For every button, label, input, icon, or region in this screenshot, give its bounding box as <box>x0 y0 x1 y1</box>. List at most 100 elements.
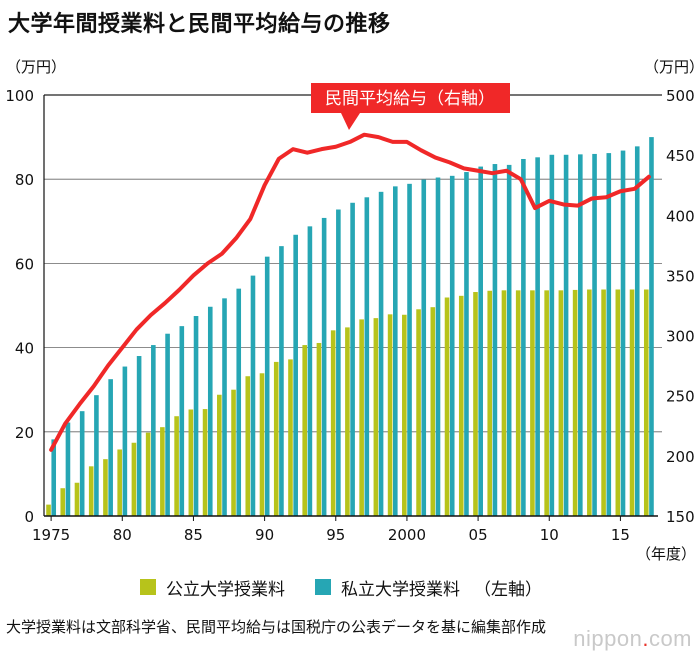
left-tick-label: 40 <box>15 340 34 358</box>
bar-public <box>231 389 236 516</box>
bar-public <box>188 409 194 516</box>
source-note: 大学授業料は文部科学省、民間平均給与は国税庁の公表データを基に編集部作成 <box>6 618 547 636</box>
bar-public <box>530 290 535 516</box>
bar-public <box>558 290 564 516</box>
legend-swatch-private <box>315 579 331 595</box>
bar-private <box>307 226 313 516</box>
left-axis-unit: （万円） <box>6 58 66 76</box>
bar-public <box>629 289 635 516</box>
x-axis-unit: （年度） <box>636 545 696 563</box>
right-tick-label: 400 <box>666 207 695 225</box>
legend-label-private: 私立大学授業料 <box>341 579 460 600</box>
bar-private <box>321 217 327 516</box>
bar-public <box>387 314 393 516</box>
legend: 公立大学授業料 私立大学授業料 （左軸） <box>140 575 572 600</box>
bar-public <box>174 416 179 516</box>
bar-public <box>245 376 251 516</box>
left-tick-label: 100 <box>5 87 34 105</box>
x-tick-label: 85 <box>184 526 203 544</box>
chart-title: 大学年間授業料と民間平均給与の推移 <box>8 12 391 37</box>
bar-private <box>79 411 85 516</box>
bar-private <box>620 150 626 516</box>
bar-private <box>592 153 597 516</box>
bar-public <box>501 290 507 516</box>
bar-public <box>330 330 336 516</box>
bar-public <box>430 307 436 516</box>
bar-public <box>615 289 621 516</box>
bar-private <box>236 288 242 516</box>
bar-public <box>160 427 165 516</box>
salary-line <box>49 132 651 452</box>
bar-private <box>279 246 284 516</box>
bar-private <box>122 366 128 516</box>
callout-box <box>311 83 510 130</box>
right-tick-label: 300 <box>666 328 695 346</box>
right-tick-label: 450 <box>666 147 695 165</box>
bar-private <box>521 158 526 517</box>
bar-private <box>250 275 256 516</box>
bar-public <box>601 289 606 516</box>
bar-private <box>264 256 270 516</box>
bar-public <box>288 359 293 516</box>
x-tick-label: 1975 <box>32 526 70 544</box>
x-tick-label: 10 <box>540 526 559 544</box>
bar-public <box>302 345 307 516</box>
bar-private <box>222 298 227 516</box>
legend-item-private: 私立大学授業料 （左軸） <box>315 575 542 600</box>
x-tick-label: 80 <box>113 526 132 544</box>
salary-line-series <box>49 132 651 452</box>
right-axis-unit: （万円） <box>644 58 700 76</box>
bar-private <box>464 172 469 517</box>
chart-canvas: 0 20 40 60 80 100 150 200 250 300 350 400 450 500 （万円）… <box>5 58 700 563</box>
bar-public <box>74 482 80 516</box>
right-tick-label: 200 <box>666 448 695 466</box>
bar-public <box>345 327 350 516</box>
legend-swatch-public <box>140 579 156 595</box>
bar-public <box>217 394 222 516</box>
callout-text: 民間平均給与（右軸） <box>325 89 495 109</box>
bar-private <box>378 191 384 516</box>
bar-private <box>649 137 654 516</box>
bar-private <box>336 209 341 516</box>
bar-private <box>108 379 113 516</box>
bar-private <box>478 166 483 516</box>
bar-private <box>293 234 298 516</box>
bar-public <box>46 504 51 516</box>
bar-private <box>563 154 569 516</box>
legend-label-public: 公立大学授業料 <box>166 579 285 600</box>
bar-public <box>273 361 279 516</box>
bar-public <box>587 289 592 516</box>
right-tick-label: 500 <box>666 87 695 105</box>
x-tick-label: 90 <box>255 526 274 544</box>
bar-public <box>145 432 151 516</box>
bar-public <box>444 297 450 516</box>
bar-private <box>165 333 170 516</box>
bar-private <box>606 153 612 516</box>
salary-callout: 民間平均給与（右軸） <box>311 83 510 130</box>
axes: 0 20 40 60 80 100 150 200 250 300 350 400 450 500 （万円）… <box>5 58 700 563</box>
bar-private <box>364 197 370 517</box>
bar-private <box>492 164 498 517</box>
bar-public <box>373 318 379 516</box>
bar-public <box>487 290 493 516</box>
legend-item-public: 公立大学授業料 <box>140 575 285 600</box>
bar-private <box>136 356 142 516</box>
bar-private <box>350 202 355 516</box>
bar-public <box>458 295 464 516</box>
left-tick-label: 80 <box>15 171 34 189</box>
bar-private <box>51 439 57 516</box>
bar-public <box>259 373 265 516</box>
x-tick-label: 15 <box>611 526 630 544</box>
left-tick-label: 60 <box>15 255 34 273</box>
bar-public <box>643 289 649 516</box>
bar-private <box>193 316 199 516</box>
bar-public <box>416 309 421 516</box>
bar-private <box>421 179 427 516</box>
bar-private <box>407 183 412 516</box>
bar-private <box>634 146 640 517</box>
bar-private <box>207 306 213 516</box>
bar-public <box>515 290 521 516</box>
right-tick-label: 150 <box>666 508 695 526</box>
x-tick-label: 2000 <box>388 526 426 544</box>
bar-private <box>506 164 512 516</box>
